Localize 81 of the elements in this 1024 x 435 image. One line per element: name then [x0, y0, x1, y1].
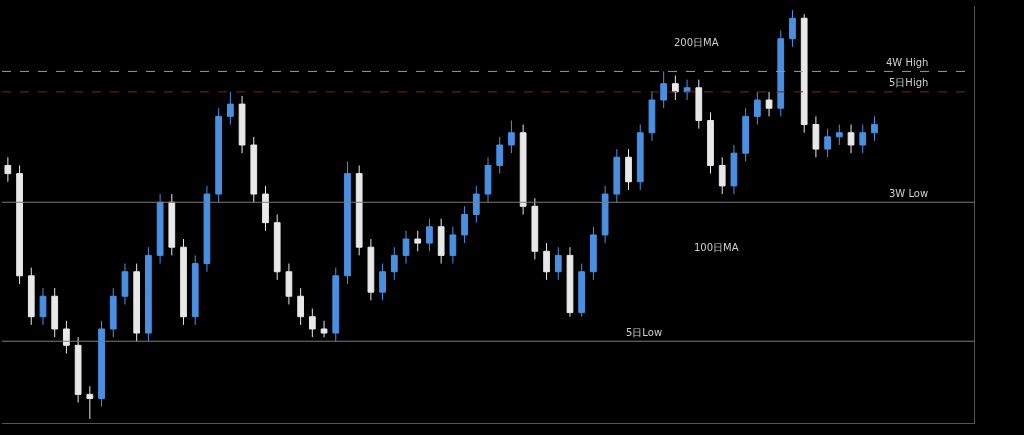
- ref-line-label: 5日High: [889, 77, 929, 88]
- candlestick: [238, 95, 246, 154]
- candlestick: [508, 119, 515, 154]
- candlestick: [145, 246, 152, 342]
- candlestick: [344, 160, 351, 285]
- candlestick: [74, 336, 82, 404]
- candlestick: [308, 308, 316, 338]
- candlestick: [625, 148, 632, 191]
- candlestick: [226, 91, 234, 126]
- annotation: 200日MA: [674, 37, 719, 48]
- candlestick: [812, 115, 820, 158]
- ref-line-label: 3W Low: [889, 188, 929, 199]
- candlestick: [824, 128, 831, 158]
- candlestick: [51, 287, 59, 338]
- candlestick: [484, 156, 492, 203]
- candlestick: [871, 115, 878, 142]
- candlestick: [180, 238, 187, 326]
- candlestick: [133, 263, 141, 342]
- candlestick: [168, 193, 176, 256]
- candlestick: [777, 30, 785, 117]
- candlestick: [590, 226, 597, 281]
- candlestick: [402, 230, 410, 265]
- candlestick: [379, 263, 386, 301]
- candlestick: [86, 385, 94, 420]
- candlestick: [332, 267, 340, 342]
- candlestick: [742, 107, 750, 162]
- candlestick: [4, 156, 12, 183]
- ref-line-label: 5日Low: [626, 327, 663, 338]
- candlestick: [730, 144, 738, 195]
- ref-line-label: 4W High: [886, 57, 929, 68]
- candlestick: [98, 320, 105, 408]
- candlestick: [472, 185, 480, 224]
- candlestick: [461, 205, 468, 244]
- candlestick: [273, 214, 281, 281]
- candlestick: [660, 70, 668, 109]
- annotation: 100日MA: [694, 242, 739, 253]
- candlestick: [566, 246, 574, 318]
- candlestick: [636, 124, 644, 191]
- candlestick: [320, 320, 328, 338]
- candlestick: [847, 124, 855, 154]
- candlestick: [262, 185, 269, 232]
- candlestick: [753, 91, 761, 126]
- candlestick: [121, 263, 129, 305]
- candlestick: [355, 164, 363, 256]
- candlestick: [437, 218, 445, 265]
- candlestick: [285, 263, 293, 305]
- candlestick: [543, 242, 550, 281]
- candlestick: [683, 79, 691, 101]
- candlestick: [191, 254, 199, 326]
- candlestick: [449, 226, 457, 265]
- candlestick: [601, 185, 609, 244]
- candlestick: [800, 13, 808, 134]
- candlestick: [718, 156, 726, 195]
- candlestick: [156, 193, 164, 265]
- candlestick: [789, 9, 796, 48]
- candlestick: [63, 320, 70, 354]
- candlestick: [672, 75, 679, 101]
- candlestick: [835, 124, 843, 146]
- candlestick: [367, 238, 375, 301]
- candlestick: [297, 287, 304, 326]
- candlestick: [695, 79, 703, 130]
- candlestick: [554, 246, 562, 281]
- candlestick: [648, 91, 656, 142]
- candlestick: [414, 230, 422, 252]
- candlestick: [426, 218, 433, 252]
- candlestick: [250, 136, 258, 203]
- candlestick: [707, 111, 714, 175]
- candlestick: [39, 287, 47, 326]
- candlestick: [109, 287, 117, 338]
- candlestick: [27, 267, 35, 326]
- candlestick: [613, 148, 621, 203]
- candlestick: [215, 107, 223, 203]
- candlestick: [859, 124, 867, 154]
- candlestick: [203, 185, 211, 273]
- candlestick: [578, 263, 586, 318]
- candlestick: [16, 164, 23, 285]
- candlestick: [765, 91, 773, 117]
- candlestick: [390, 246, 398, 281]
- candlestick: [519, 124, 527, 215]
- candlestick: [496, 136, 504, 175]
- candlestick: [531, 197, 539, 260]
